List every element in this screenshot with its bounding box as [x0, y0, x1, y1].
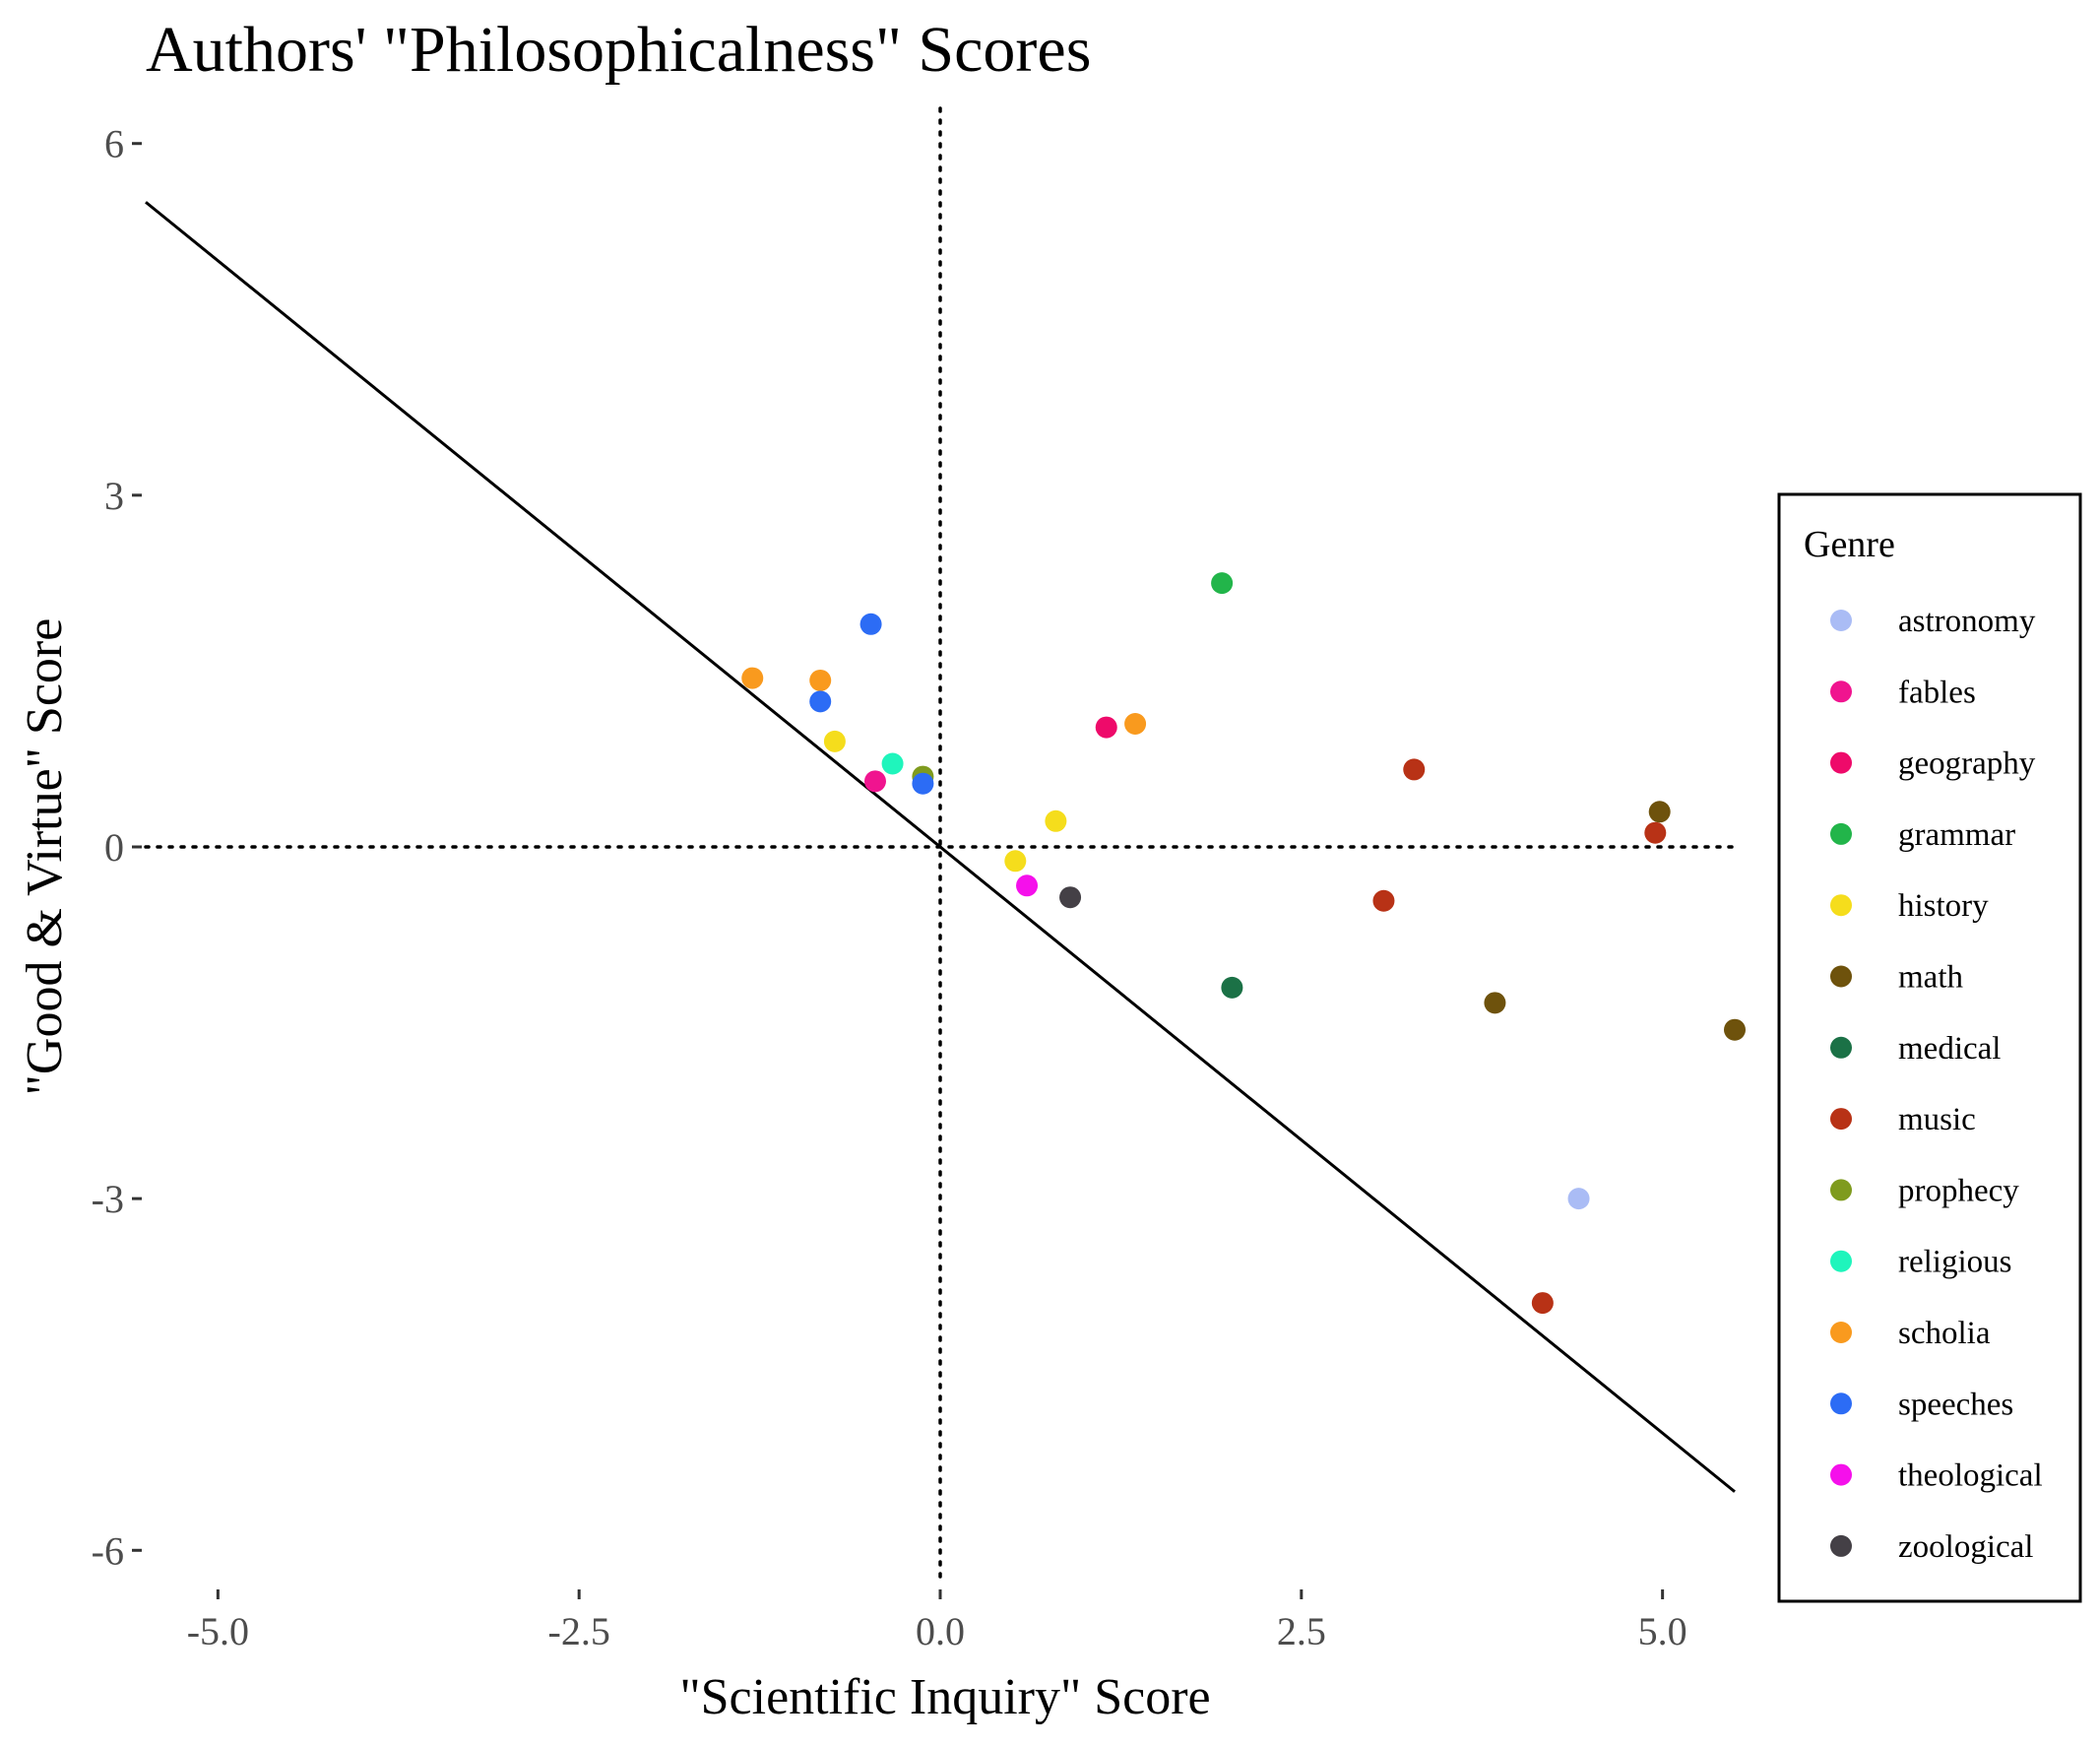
legend-label-theological: theological [1898, 1458, 2043, 1494]
legend-key-geography [1830, 751, 1852, 774]
legend-label-math: math [1898, 960, 1963, 996]
chart-title: Authors' "Philosophicalness" Scores [146, 14, 1091, 86]
x-tick-label: 5.0 [1638, 1609, 1687, 1653]
y-tick-label: 0 [104, 825, 124, 870]
legend-key-scholia [1830, 1322, 1852, 1343]
point-math [1484, 992, 1506, 1014]
legend-label-speeches: speeches [1898, 1387, 2013, 1422]
point-speeches [859, 613, 882, 635]
legend-label-medical: medical [1898, 1031, 2001, 1067]
point-religious [881, 752, 904, 775]
x-tick-label: 0.0 [916, 1609, 965, 1653]
legend-key-religious [1830, 1250, 1852, 1272]
legend-box [1777, 492, 2082, 1603]
x-tick-label: -2.5 [548, 1609, 610, 1653]
point-scholia [1124, 713, 1147, 735]
legend-key-math [1830, 965, 1852, 988]
y-axis-label: "Good & Virtue" Score [17, 618, 73, 1096]
legend-label-scholia: scholia [1898, 1316, 1991, 1351]
point-medical [1221, 976, 1243, 999]
axes: -6 -3 0 3 6 -5.0 -2.5 0.0 2.5 5.0 [92, 122, 1687, 1653]
point-scholia [809, 669, 832, 691]
point-math [1648, 801, 1671, 823]
legend-title: Genre [1804, 524, 1895, 565]
point-music [1644, 821, 1667, 844]
legend-label-astronomy: astronomy [1898, 604, 2036, 639]
legend-label-fables: fables [1898, 675, 1976, 710]
y-tick-label: -6 [92, 1528, 124, 1573]
fit-line-group [145, 201, 1736, 1493]
point-zoological [1059, 886, 1082, 909]
point-history [1045, 809, 1067, 832]
point-history [823, 730, 846, 752]
legend-label-history: history [1898, 888, 1989, 924]
legend-label-prophecy: prophecy [1898, 1173, 2019, 1208]
point-fables [863, 770, 886, 793]
fit-line [145, 201, 1736, 1493]
legend-label-zoological: zoological [1898, 1529, 2033, 1565]
y-tick-label: 6 [104, 122, 124, 166]
y-tick-label: -3 [92, 1177, 124, 1221]
point-music [1403, 758, 1426, 781]
legend-key-grammar [1830, 822, 1852, 845]
legend-key-theological [1830, 1463, 1852, 1486]
point-speeches [912, 772, 934, 795]
legend-key-zoological [1830, 1534, 1852, 1557]
legend: Genre astronomy fables geography grammar his… [1777, 492, 2082, 1603]
legend-key-medical [1830, 1036, 1852, 1059]
legend-key-prophecy [1830, 1179, 1852, 1201]
legend-label-grammar: grammar [1898, 817, 2015, 853]
legend-label-music: music [1898, 1102, 1976, 1137]
legend-label-geography: geography [1898, 746, 2036, 782]
point-history [1004, 850, 1027, 873]
point-geography [1095, 716, 1117, 739]
legend-key-fables [1830, 680, 1852, 703]
x-tick-label: 2.5 [1277, 1609, 1326, 1653]
x-tick-label: -5.0 [187, 1609, 249, 1653]
data-points [741, 572, 1746, 1315]
legend-key-history [1830, 894, 1852, 917]
y-tick-label: 3 [104, 474, 124, 518]
point-grammar [1211, 572, 1234, 595]
legend-entries: astronomy fables geography grammar history ma… [1830, 604, 2043, 1565]
point-astronomy [1567, 1188, 1590, 1210]
x-axis-label: "Scientific Inquiry" Score [679, 1669, 1210, 1725]
point-music [1372, 889, 1395, 912]
point-speeches [809, 690, 832, 713]
point-theological [1016, 874, 1039, 897]
point-math [1724, 1018, 1746, 1041]
point-music [1531, 1292, 1554, 1315]
point-scholia [741, 667, 764, 689]
legend-key-speeches [1830, 1392, 1852, 1415]
legend-key-astronomy [1830, 610, 1852, 631]
legend-label-religious: religious [1898, 1245, 2011, 1280]
legend-key-music [1830, 1108, 1852, 1131]
